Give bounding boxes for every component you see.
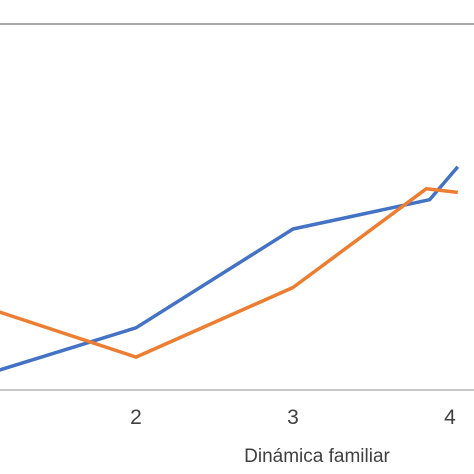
series-layer [0,165,460,372]
x-axis-title: Dinámica familiar [244,446,390,467]
x-tick-label: 3 [287,406,299,429]
series-line-1 [0,165,460,372]
x-tick-labels: 2 3 4 [130,406,456,429]
series-line-2 [0,186,459,359]
x-tick-label: 2 [130,406,142,429]
x-tick-label: 4 [444,406,456,429]
